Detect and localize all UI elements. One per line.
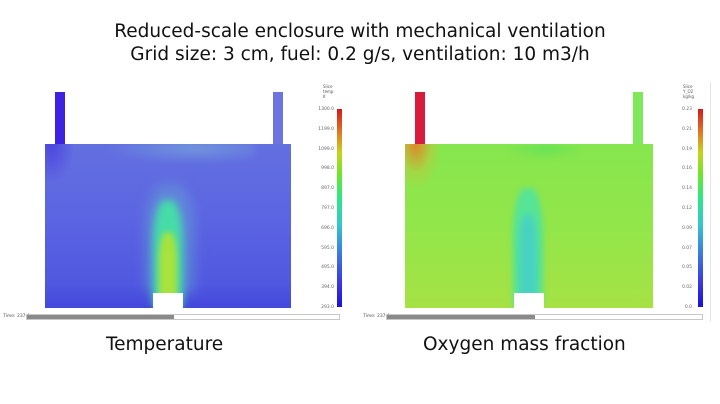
time-slider[interactable] <box>386 314 703 320</box>
oxygen-colorbar <box>698 109 703 307</box>
title-line-1: Reduced-scale enclosure with mechanical … <box>114 21 606 42</box>
colorbar-header-line: Slice <box>683 84 693 89</box>
plume-core <box>519 214 537 308</box>
colorbar-label: 0.07 <box>681 245 692 251</box>
inlet-corner <box>405 144 441 188</box>
oxygen-field <box>405 144 653 308</box>
colorbar-labels: 1300.0 1199.0 1099.0 998.0 897.0 797.0 6… <box>312 107 334 310</box>
colorbar-header-line: Y_O2 <box>683 89 694 94</box>
outlet-duct <box>273 92 283 144</box>
colorbar-label: 0.19 <box>681 146 692 152</box>
inlet-corner <box>45 144 75 184</box>
colorbar-label: 696.0 <box>321 225 334 231</box>
colorbar-header-line: Slice <box>323 84 333 89</box>
colorbar-header-line: K <box>323 94 326 99</box>
time-label: Time: 237.0 <box>3 314 30 319</box>
time-label: Time: 237.0 <box>363 314 390 319</box>
burner <box>153 293 183 308</box>
burner <box>514 293 544 308</box>
colorbar-label: 0.23 <box>681 107 692 112</box>
colorbar-label: 394.0 <box>321 285 334 291</box>
colorbar-label: 1199.0 <box>318 126 334 132</box>
temperature-colorbar <box>337 109 342 307</box>
colorbar-label: 495.0 <box>321 265 334 271</box>
colorbar-label: 797.0 <box>321 206 334 211</box>
colorbar-label: 0.05 <box>681 265 692 271</box>
oxygen-panel: Slice Y_O2 kg/kg 0.23 0.21 0.19 0.16 0.1… <box>360 82 711 322</box>
temperature-panel: Slice temp K 1300.0 1199.0 1099.0 998.0 … <box>0 82 342 322</box>
colorbar-label: 0.14 <box>681 186 692 192</box>
caption-oxygen: Oxygen mass fraction <box>423 334 626 355</box>
colorbar-label: 998.0 <box>321 166 334 172</box>
colorbar-label: 0.09 <box>681 225 692 231</box>
ceiling-band <box>505 144 585 160</box>
caption-temperature: Temperature <box>106 334 224 355</box>
outlet-duct <box>633 92 643 144</box>
colorbar-label: 0.0 <box>684 305 692 310</box>
inlet-duct <box>55 92 65 144</box>
ceiling-smoke <box>105 144 255 164</box>
time-slider[interactable] <box>26 314 340 320</box>
colorbar-label: 595.0 <box>321 245 334 251</box>
temperature-field <box>45 144 291 308</box>
colorbar-label: 0.02 <box>681 285 692 291</box>
colorbar-header: Slice Y_O2 kg/kg <box>683 84 694 99</box>
colorbar-labels: 0.23 0.21 0.19 0.16 0.14 0.12 0.09 0.07 … <box>670 107 692 310</box>
colorbar-label: 897.0 <box>321 186 334 192</box>
colorbar-header-line: temp <box>323 89 334 94</box>
colorbar-label: 0.12 <box>681 206 692 211</box>
colorbar-header: Slice temp K <box>323 84 333 99</box>
inlet-duct <box>415 92 425 144</box>
colorbar-label: 293.0 <box>321 305 334 310</box>
colorbar-label: 0.21 <box>681 126 692 132</box>
time-slider-progress <box>387 315 536 319</box>
colorbar-header-line: kg/kg <box>683 94 695 99</box>
colorbar-label: 0.16 <box>681 166 692 172</box>
colorbar-label: 1300.0 <box>318 107 334 112</box>
colorbar-label: 1099.0 <box>318 146 334 152</box>
plume-core <box>159 232 177 308</box>
time-slider-progress <box>27 315 174 319</box>
title-line-2: Grid size: 3 cm, fuel: 0.2 g/s, ventilat… <box>130 44 590 65</box>
